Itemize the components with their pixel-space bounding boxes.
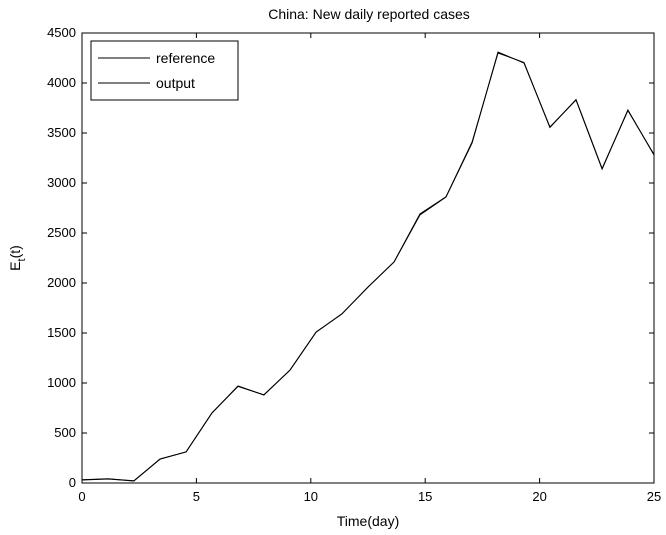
y-tick-label: 2000 (47, 275, 76, 290)
axis-ticks: 0 5 10 15 20 25 0 500 1000 1500 2000 2500 3000 3500 40… (47, 25, 661, 504)
legend-label-reference: reference (156, 50, 215, 66)
legend-box (90, 40, 239, 101)
chart-title: China: New daily reported cases (268, 6, 470, 22)
y-tick-label: 1000 (47, 375, 76, 390)
x-tick-label: 5 (193, 489, 200, 504)
y-axis-label-suffix: (t) (7, 245, 23, 258)
x-axis-label: Time(day) (337, 513, 400, 529)
y-axis-label-subscript: t (16, 258, 28, 261)
series-lines (81, 51, 655, 482)
legend-label-output: output (156, 75, 195, 91)
y-tick-label: 0 (69, 475, 76, 490)
y-tick-label: 3000 (47, 175, 76, 190)
x-tick-label: 10 (304, 489, 318, 504)
series-line-output (81, 52, 655, 482)
y-axis-label: Et(t) (7, 245, 28, 271)
x-tick-label: 0 (78, 489, 85, 504)
x-tick-label: 15 (418, 489, 432, 504)
y-tick-label: 500 (54, 425, 76, 440)
y-tick-label: 2500 (47, 225, 76, 240)
y-tick-label: 4500 (47, 25, 76, 40)
y-axis-label-main: E (7, 261, 23, 270)
y-tick-label: 1500 (47, 325, 76, 340)
x-tick-label: 25 (647, 489, 661, 504)
y-tick-label: 4000 (47, 75, 76, 90)
y-tick-label: 3500 (47, 125, 76, 140)
x-tick-label: 20 (532, 489, 546, 504)
plot-area (81, 32, 655, 484)
legend: reference output (90, 40, 239, 101)
